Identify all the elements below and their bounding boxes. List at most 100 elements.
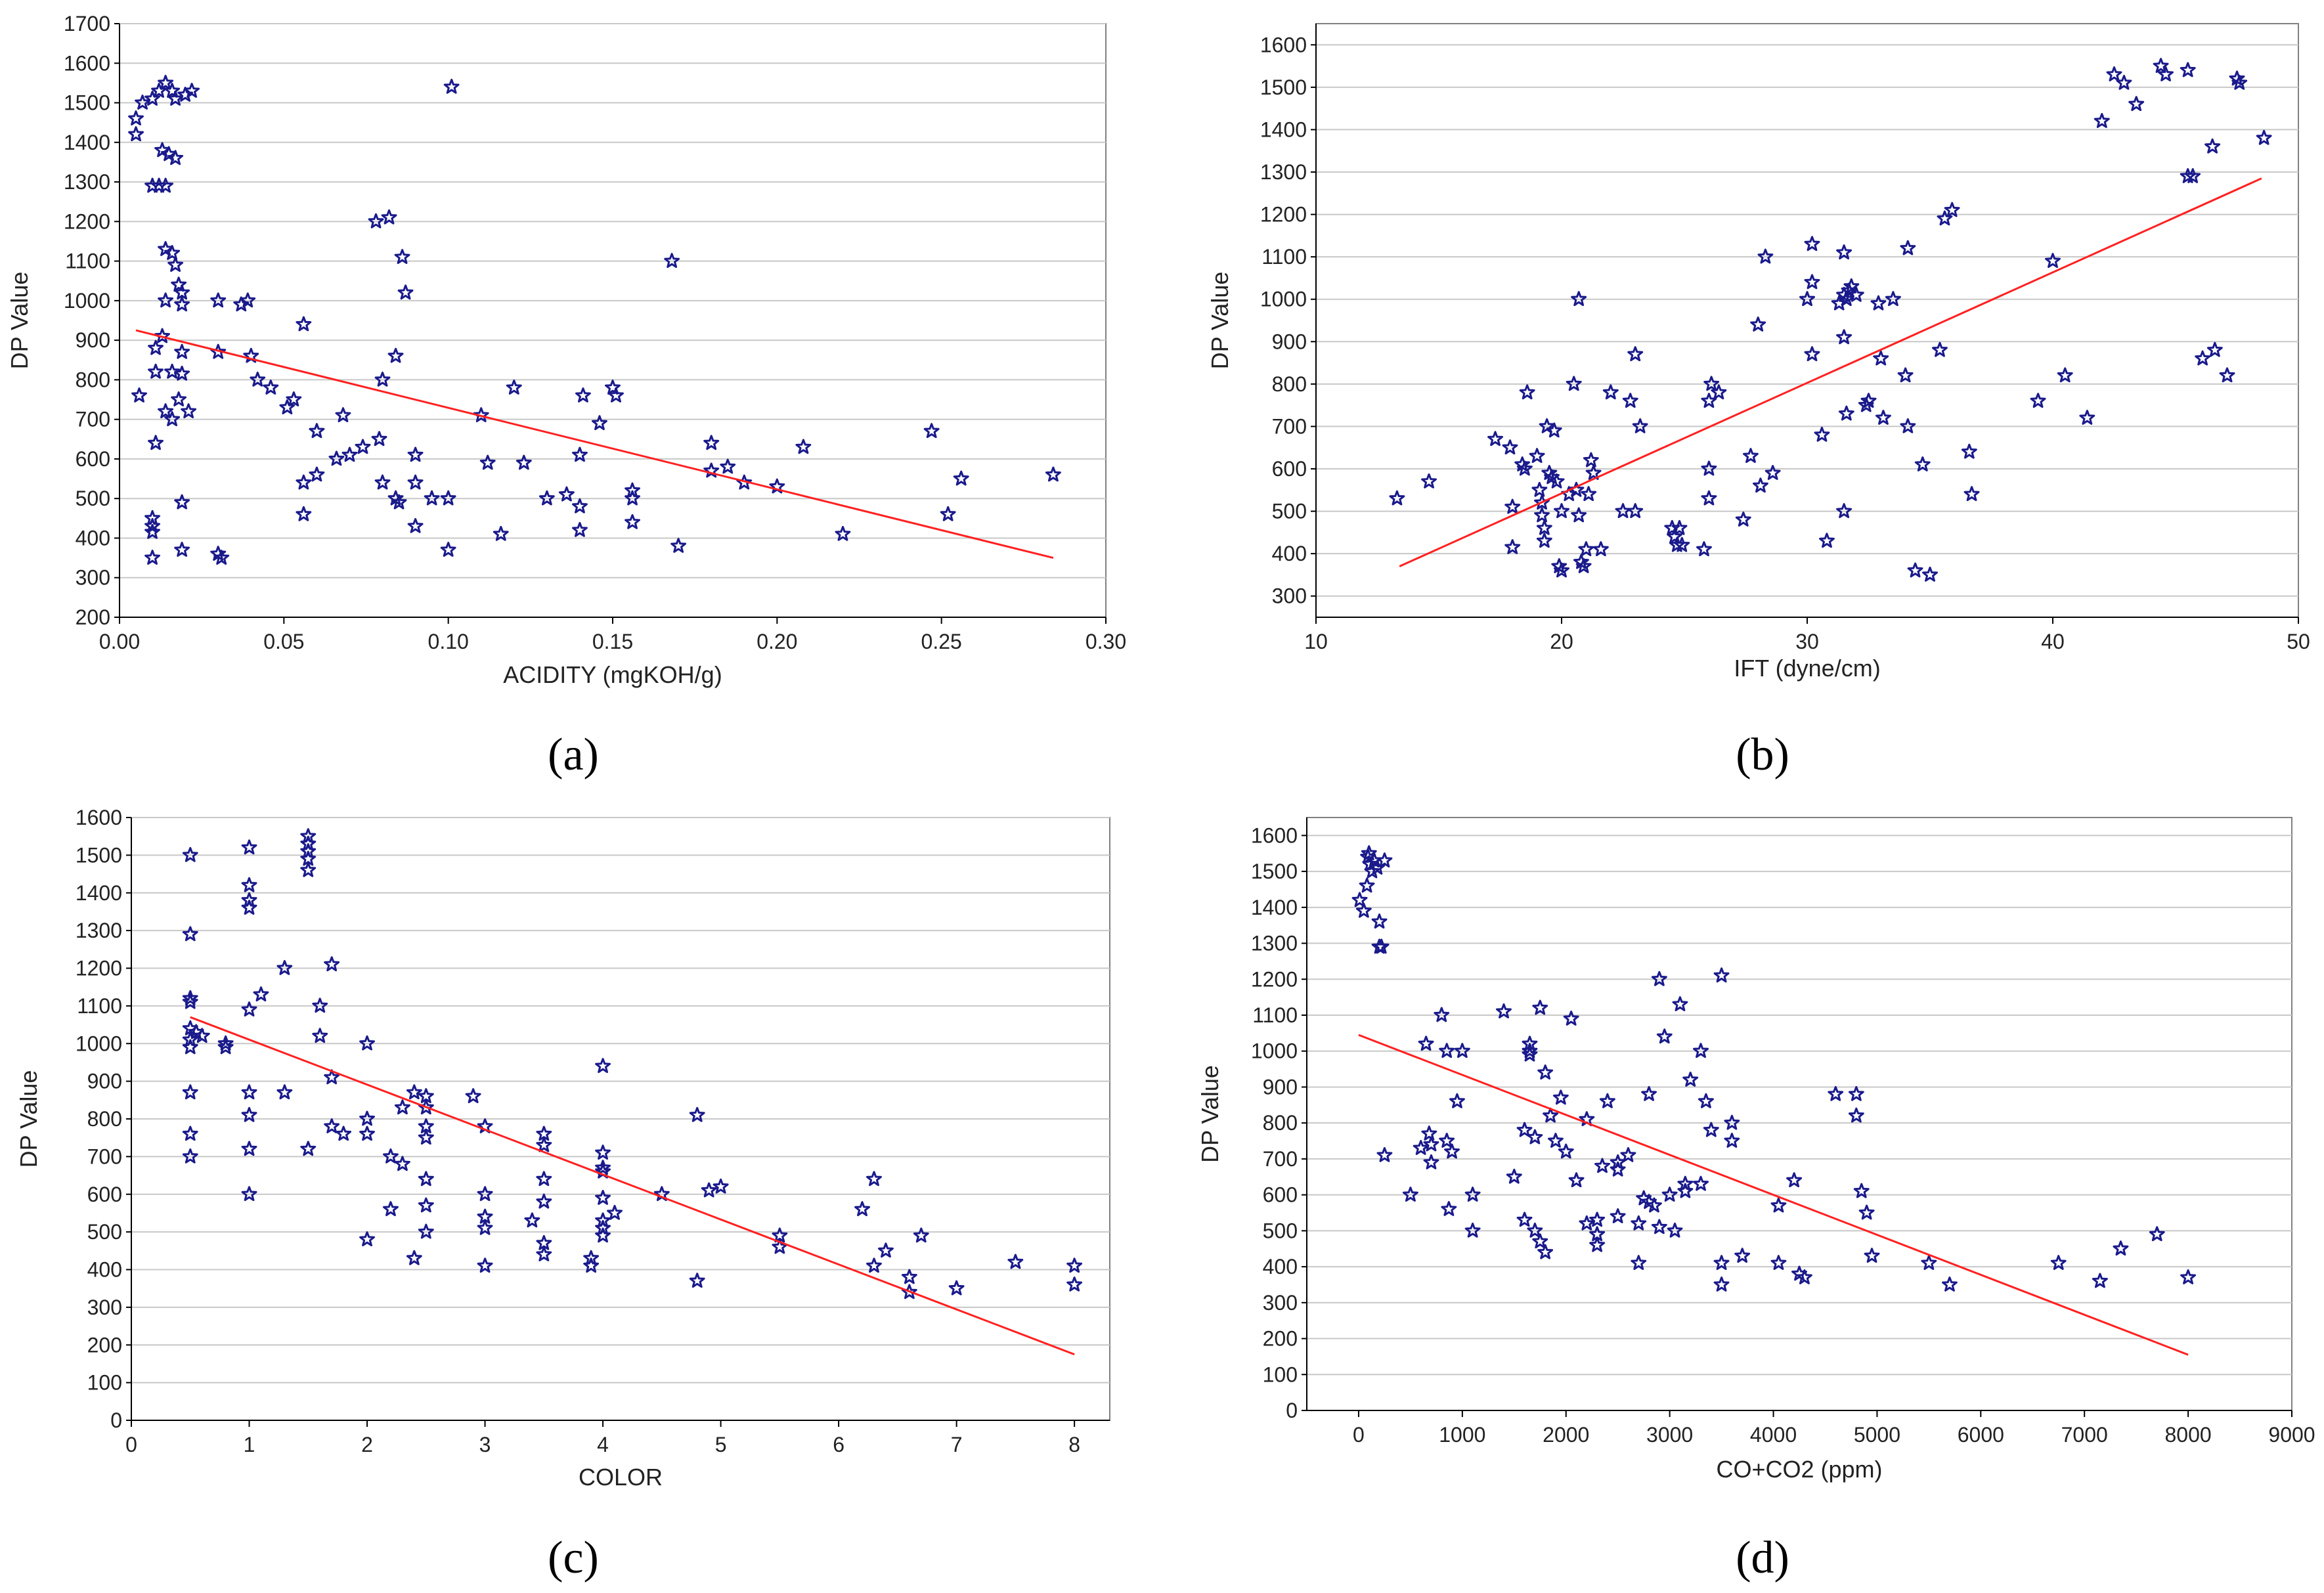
x-tick-label: 7000 [2061,1423,2108,1447]
data-point-star-icon [1522,1046,1538,1062]
data-point-star-icon [2113,1240,2129,1256]
data-point-star-icon [1701,460,1717,476]
y-tick-label: 100 [87,1371,122,1395]
data-point-star-icon [1713,1277,1730,1292]
data-point-star-icon [1554,562,1569,578]
data-point-star-icon [1554,503,1569,518]
data-point-star-icon [625,513,640,529]
x-tick-label: 2 [361,1433,373,1456]
data-point-star-icon [1627,346,1644,362]
data-point-star-icon [406,1084,422,1100]
data-point-star-icon [1796,1269,1812,1284]
data-point-star-icon [1620,1146,1636,1162]
x-tick-label: 0.05 [263,630,304,653]
data-point-star-icon [1900,240,1916,255]
data-point-star-icon [2219,367,2235,383]
data-point-star-icon [703,435,720,450]
panel-caption: (d) [1736,1533,1789,1583]
data-point-star-icon [1632,418,1648,433]
data-point-star-icon [1724,1114,1740,1130]
y-tick-label: 1300 [1251,932,1298,955]
data-point-star-icon [296,506,312,521]
data-point-star-icon [1359,877,1375,893]
data-point-star-icon [276,960,293,975]
data-point-star-icon [300,862,317,877]
data-point-star-icon [1571,507,1587,523]
x-tick-label: 20 [1550,630,1573,653]
data-point-star-icon [524,1212,540,1228]
data-point-star-icon [572,521,588,537]
data-point-star-icon [1551,558,1568,573]
data-point-star-icon [878,1242,894,1258]
data-point-star-icon [1546,422,1562,438]
data-point-star-icon [1552,1089,1569,1105]
data-point-star-icon [1444,1143,1460,1159]
y-tick-label: 400 [87,1258,122,1282]
data-point-star-icon [479,454,496,470]
data-point-star-icon [1836,244,1853,260]
data-point-star-icon [473,407,489,422]
data-point-star-icon [1799,291,1815,307]
data-point-star-icon [1682,1072,1699,1087]
data-point-star-icon [1578,541,1594,557]
data-point-star-icon [2128,96,2145,112]
data-point-star-icon [572,447,588,462]
data-point-star-icon [1672,996,1688,1011]
y-tick-label: 1200 [1251,967,1298,991]
data-point-star-icon [1804,274,1820,290]
data-point-star-icon [1583,452,1599,468]
data-point-star-icon [1836,503,1853,518]
data-point-star-icon [276,1084,293,1100]
data-point-star-icon [374,371,391,387]
data-point-star-icon [1610,1161,1626,1177]
data-point-star-icon [1389,490,1405,506]
data-point-star-icon [1351,892,1368,907]
data-point-star-icon [701,1182,717,1198]
data-point-star-icon [418,1223,434,1239]
data-point-star-icon [1735,512,1751,527]
x-tick-label: 0.20 [756,630,797,653]
data-point-star-icon [241,839,257,855]
data-point-star-icon [394,1156,410,1171]
y-tick-label: 0 [110,1408,122,1432]
data-point-star-icon [465,1088,481,1103]
data-point-star-icon [953,470,969,486]
data-point-star-icon [2204,138,2221,154]
data-point-star-icon [1900,418,1916,433]
x-tick-label: 10 [1304,630,1328,653]
data-point-star-icon [901,1269,917,1284]
y-tick-label: 600 [1272,457,1307,481]
data-point-star-icon [1571,291,1587,307]
data-point-star-icon [1848,286,1864,302]
y-tick-label: 1300 [64,170,110,194]
y-tick-label: 1700 [64,12,110,35]
data-point-star-icon [515,454,532,470]
data-point-star-icon [1529,448,1545,463]
data-point-star-icon [625,490,640,506]
y-tick-label: 300 [1272,584,1307,608]
y-tick-label: 800 [76,368,110,391]
data-point-star-icon [595,1227,611,1243]
y-tick-label: 400 [1272,542,1307,565]
x-tick-label: 5000 [1854,1423,1900,1447]
y-tick-label: 700 [87,1145,122,1168]
x-tick-label: 8 [1068,1433,1080,1456]
data-point-star-icon [477,1219,493,1235]
data-point-star-icon [940,506,956,521]
data-point-star-icon [1423,1136,1439,1152]
data-point-star-icon [1506,1168,1522,1184]
x-tick-label: 30 [1795,630,1819,653]
data-point-star-icon [1487,431,1503,447]
data-point-star-icon [1532,1233,1548,1249]
data-point-star-icon [1667,1222,1683,1238]
data-point-star-icon [1963,486,1980,502]
data-point-star-icon [1413,1140,1429,1155]
data-point-star-icon [913,1227,929,1243]
data-point-star-icon [309,423,325,439]
data-point-star-icon [1734,1248,1751,1263]
y-tick-label: 700 [1272,414,1307,438]
data-point-star-icon [1581,486,1597,502]
data-point-star-icon [477,1257,493,1273]
data-point-star-icon [1541,465,1558,480]
